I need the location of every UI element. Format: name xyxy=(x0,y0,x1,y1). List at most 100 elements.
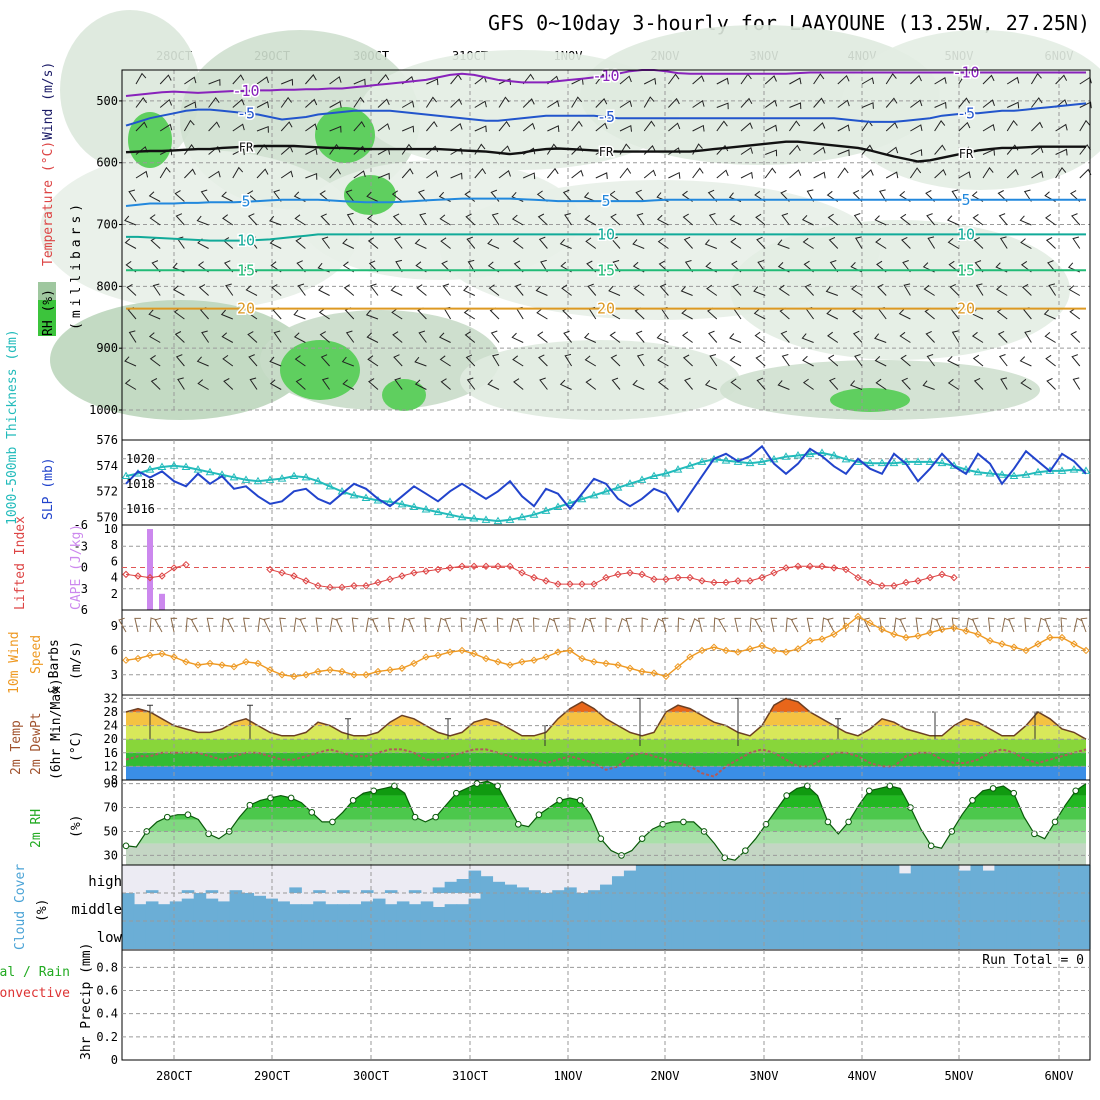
upper-wind-barb xyxy=(756,377,766,390)
upper-wind-barb xyxy=(636,213,645,226)
upper-wind-barb xyxy=(159,98,173,108)
rh-marker xyxy=(886,782,894,790)
surface-wind-barb xyxy=(134,617,141,633)
cape-tick: 8 xyxy=(111,538,118,552)
lifted-marker xyxy=(146,573,154,582)
upper-wind-barb xyxy=(657,378,669,390)
lifted-marker xyxy=(578,580,586,588)
upper-wind-barb xyxy=(319,190,330,202)
surface-wind-barb xyxy=(170,617,178,633)
upper-wind-barb xyxy=(682,213,693,226)
upper-wind-barb xyxy=(297,283,306,296)
upper-wind-barb xyxy=(902,260,911,273)
thickness-marker xyxy=(145,465,155,473)
upper-wind-barb xyxy=(716,144,729,155)
upper-wind-barb xyxy=(806,189,815,202)
surface-wind-barb xyxy=(987,617,995,633)
surface-wind-barb xyxy=(806,617,814,633)
upper-wind-barb xyxy=(729,333,742,343)
cloud-bar xyxy=(396,901,410,921)
wind-speed-marker xyxy=(554,648,562,656)
cloud-bar xyxy=(408,904,422,921)
isotherm-label: 15 xyxy=(957,261,975,279)
rh-bands xyxy=(126,781,1086,865)
upper-wind-barb xyxy=(971,309,984,320)
upper-wind-barb xyxy=(971,331,984,343)
upper-wind-barb xyxy=(547,125,560,132)
temp-minmax-bar xyxy=(147,704,153,740)
thickness-marker xyxy=(997,470,1007,478)
cloud-bar xyxy=(970,865,984,893)
upper-wind-barb xyxy=(729,355,742,367)
upper-wind-barb xyxy=(910,149,923,156)
upper-wind-barb xyxy=(998,213,1008,226)
upper-wind-barb xyxy=(1068,285,1081,296)
rh-marker xyxy=(411,813,419,821)
lifted-tick: 6 xyxy=(81,603,88,617)
wind-speed-marker xyxy=(314,667,322,676)
upper-wind-barb xyxy=(1071,213,1081,226)
upper-wind-barb xyxy=(296,260,306,273)
upper-wind-barb xyxy=(934,101,947,109)
lifted-marker xyxy=(626,569,634,577)
cloud-bar xyxy=(886,865,900,893)
surface-wind-barb xyxy=(263,617,271,633)
upper-wind-barb xyxy=(183,119,195,132)
upper-wind-barb xyxy=(377,123,390,132)
surface-wind-barb xyxy=(190,617,199,633)
wind10m-unit: (m/s) xyxy=(69,641,84,680)
upper-wind-barb xyxy=(837,124,850,132)
upper-wind-barb xyxy=(1006,101,1020,109)
lifted-marker xyxy=(686,573,694,582)
isotherm-line xyxy=(125,140,1086,163)
cloud-bar xyxy=(157,904,171,921)
upper-wind-barb xyxy=(174,190,185,202)
thickness-marker xyxy=(1057,466,1067,474)
thickness-marker xyxy=(721,456,731,464)
upper-wind-barb xyxy=(208,121,221,132)
upper-wind-barb xyxy=(1055,166,1067,179)
rh-marker xyxy=(391,782,398,790)
wind-speed-marker xyxy=(794,645,802,653)
upper-wind-barb xyxy=(826,309,839,320)
thickness-marker xyxy=(301,472,311,481)
rh-marker xyxy=(680,818,687,826)
temp-tick: 28 xyxy=(104,705,118,719)
wind-speed-marker xyxy=(542,653,550,661)
lifted-marker xyxy=(902,578,910,587)
cloud-bar xyxy=(719,893,733,921)
upper-wind-barb xyxy=(390,285,403,296)
upper-wind-barb xyxy=(511,332,524,343)
upper-wind-barb xyxy=(438,332,451,343)
cloud-bar xyxy=(480,921,494,949)
surface-wind-barb xyxy=(1001,617,1011,633)
cloud-bar xyxy=(815,865,828,893)
upper-wind-barb xyxy=(692,75,705,85)
upper-wind-barb xyxy=(159,166,171,179)
upper-wind-barb xyxy=(789,102,802,110)
surface-wind-barb xyxy=(329,617,338,633)
cloud-bar xyxy=(886,893,900,921)
thickness-marker xyxy=(805,449,815,458)
upper-wind-barb xyxy=(159,74,172,85)
upper-wind-barb xyxy=(537,331,548,343)
cloud-bar xyxy=(827,865,840,893)
isotherm-label: 5 xyxy=(601,192,610,210)
cape-tick: 10 xyxy=(104,522,118,536)
cloud-bar xyxy=(456,921,470,949)
cloud-bar xyxy=(289,921,302,949)
cloud-bar xyxy=(1066,921,1079,949)
cloud-bar xyxy=(504,921,517,949)
upper-wind-barb xyxy=(522,98,535,108)
upper-wind-barb xyxy=(414,356,427,367)
thickness-marker xyxy=(361,493,371,501)
upper-wind-barb xyxy=(353,121,366,132)
cloud-bar xyxy=(516,887,529,893)
rh-tick: 70 xyxy=(104,801,118,815)
rh-marker xyxy=(597,835,605,842)
upper-wind-barb xyxy=(256,101,270,108)
upper-wind-barb xyxy=(466,377,476,390)
upper-wind-barb xyxy=(305,123,318,132)
rh-tick: 50 xyxy=(104,824,118,838)
cloud-bar xyxy=(169,921,183,949)
